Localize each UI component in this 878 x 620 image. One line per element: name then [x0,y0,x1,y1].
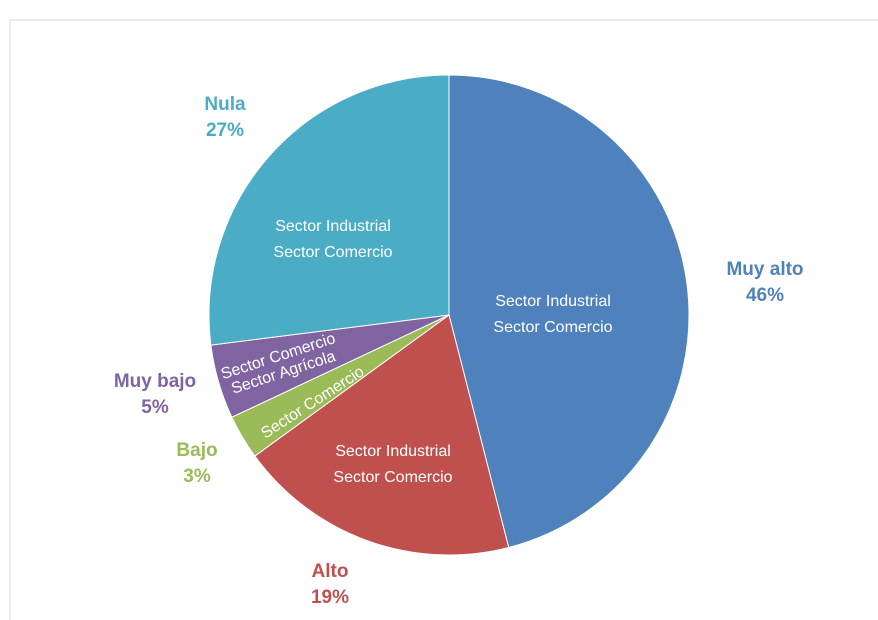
inner-label: Sector Industrial Sector Comercio [273,218,392,261]
pie-slice [254,314,510,556]
slice-percent: 3% [183,466,211,487]
chart-frame [9,19,878,620]
pie-slice [208,74,450,346]
slice-percent: 27% [206,120,244,141]
inner-label-line: Sector Industrial [275,218,391,235]
inner-label-line: Sector Comercio [273,244,392,261]
slice-percent: 46% [746,285,784,306]
inner-label-line: Sector Comercio [333,469,452,486]
inner-label-line: Sector Industrial [335,443,451,460]
slice-label: Muy bajo [114,371,196,392]
inner-label-line: Sector Industrial [495,293,611,310]
slice-percent: 19% [311,587,349,608]
slice-label: Nula [204,94,246,115]
slice-label: Muy alto [726,259,803,280]
slice-label: Alto [312,561,349,582]
slice-percent: 5% [141,397,169,418]
slice-label: Bajo [176,440,217,461]
pie-slice [448,74,690,549]
inner-label-line: Sector Comercio [493,319,612,336]
inner-label: Sector Industrial Sector Comercio [493,293,612,336]
inner-label: Sector Industrial Sector Comercio [333,443,452,486]
